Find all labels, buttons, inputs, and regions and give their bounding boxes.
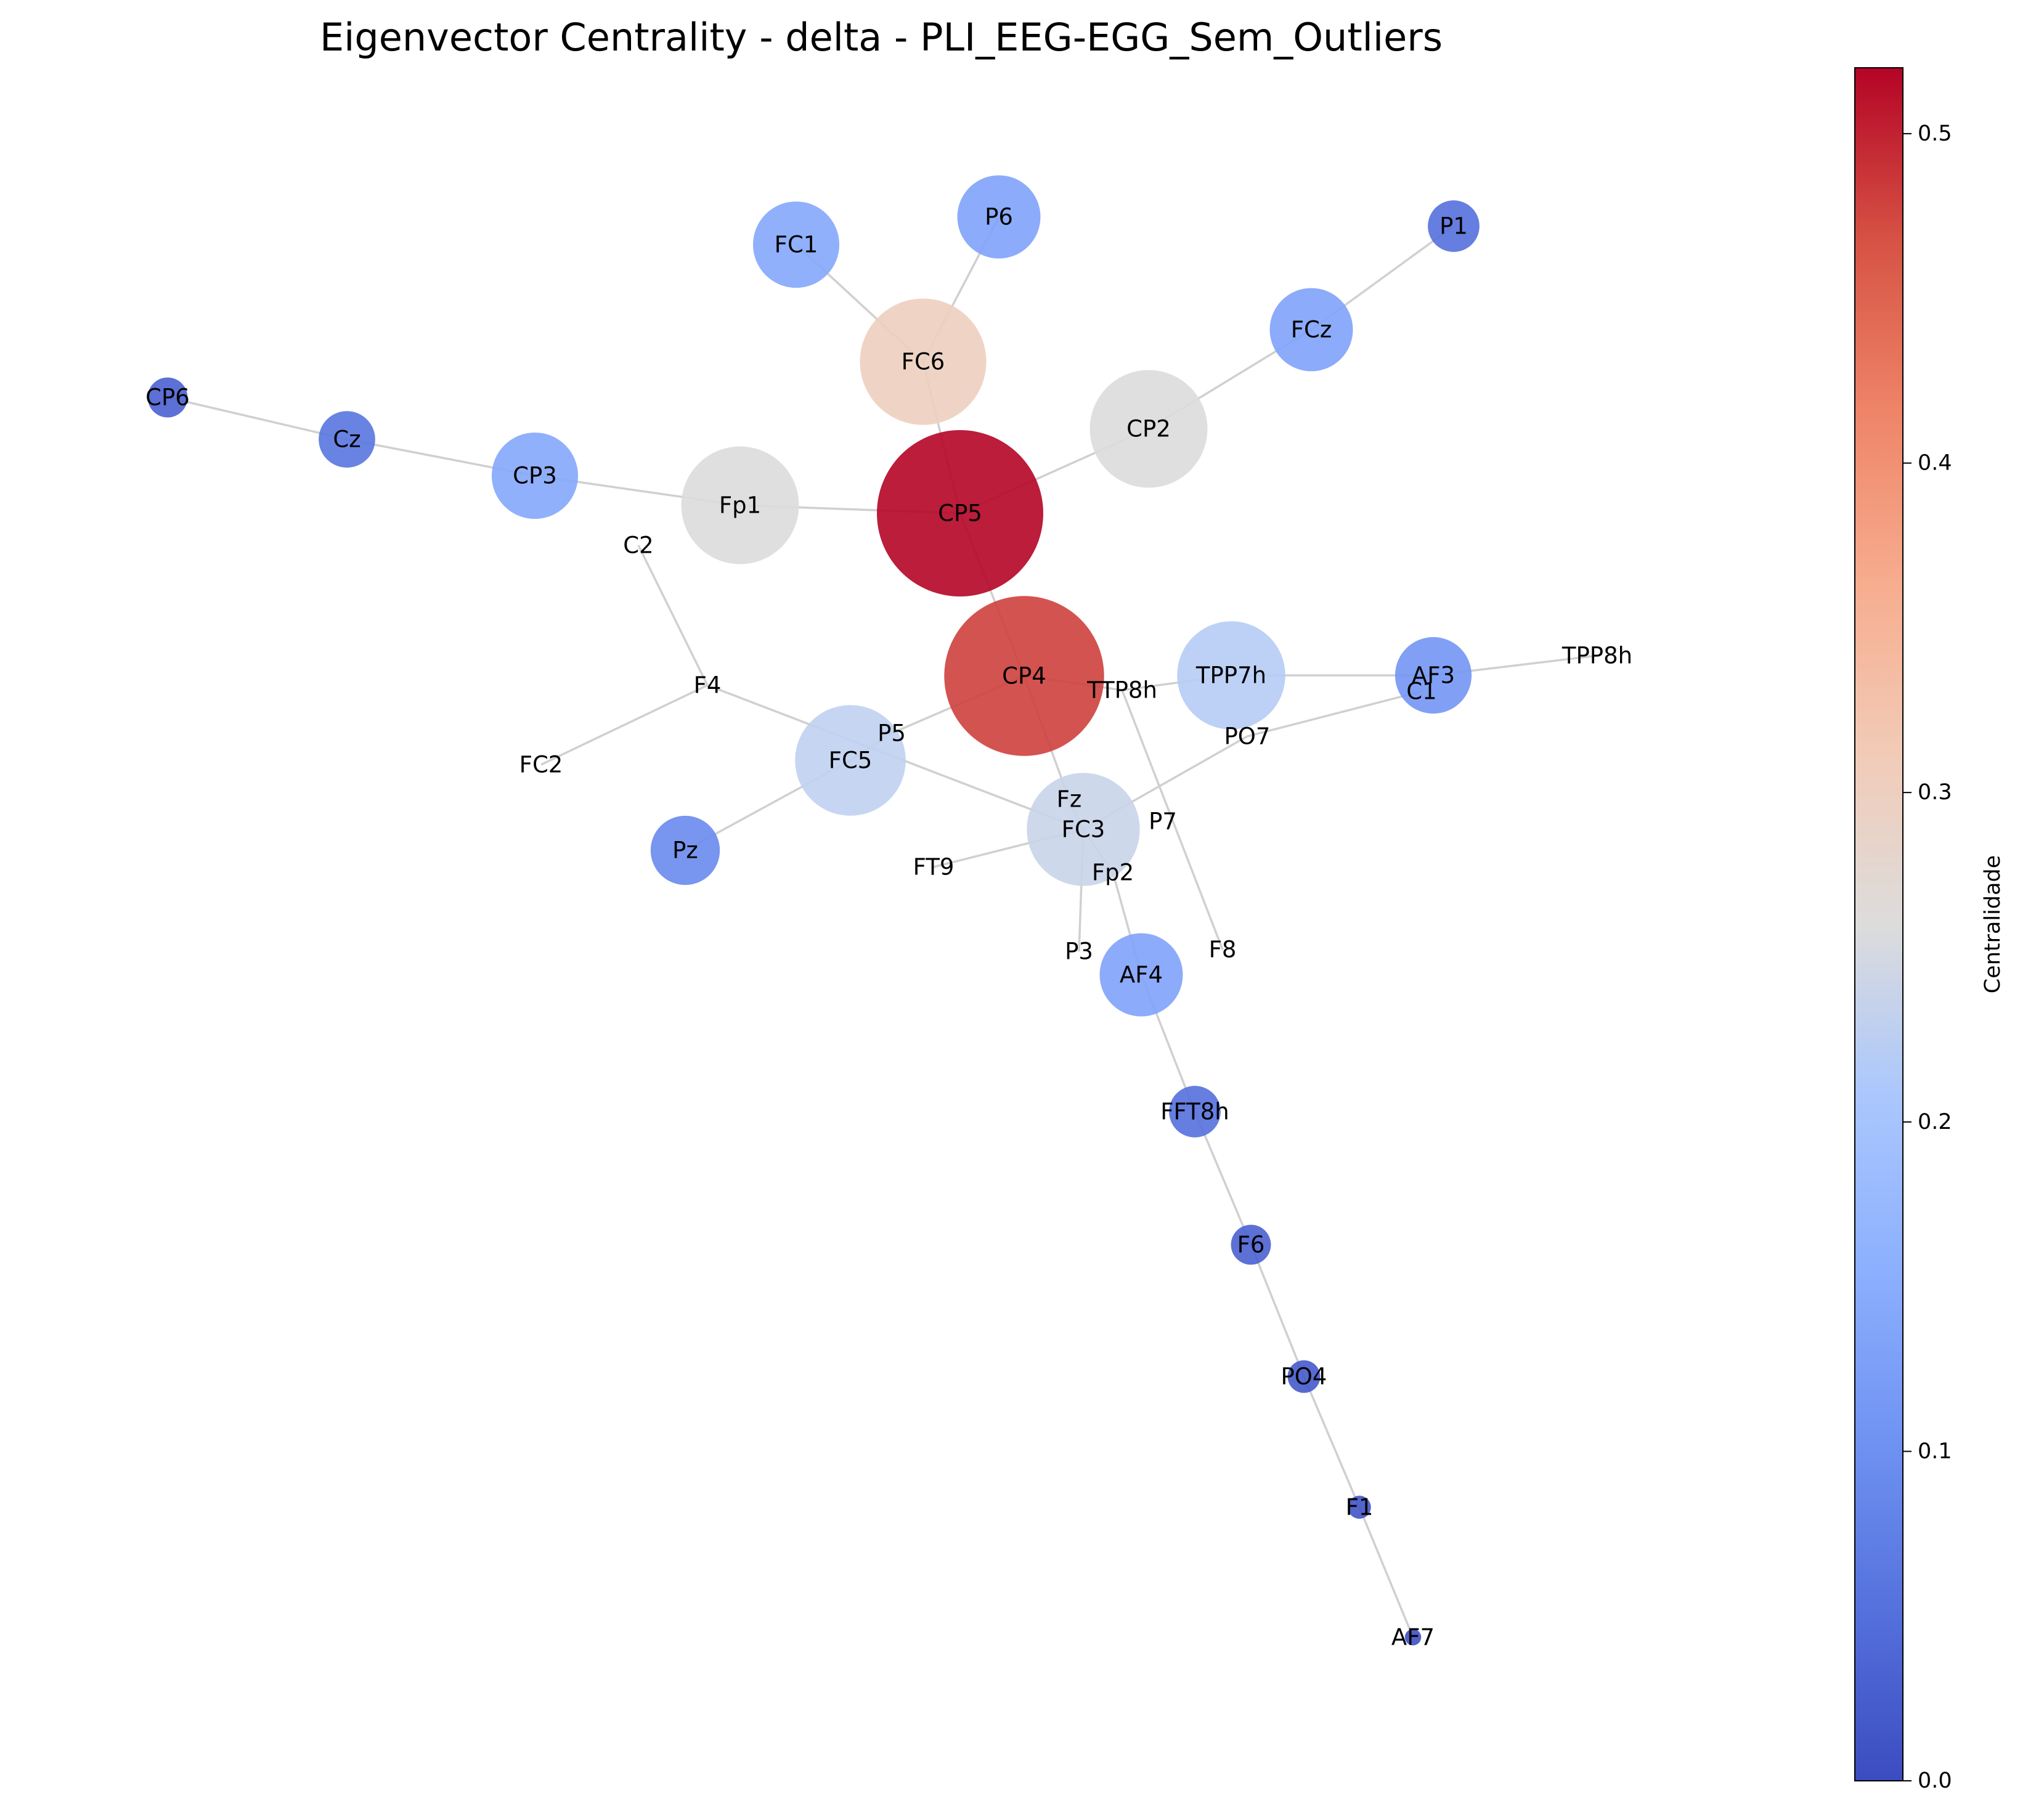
colorbar-tick-label: 0.1 xyxy=(1918,1439,1952,1463)
node-label-F8: F8 xyxy=(1209,937,1237,963)
node-FFT8h xyxy=(1169,1086,1221,1137)
node-label-C2: C2 xyxy=(623,532,653,559)
edge-CP6-Cz xyxy=(167,396,348,441)
node-AF4 xyxy=(1099,933,1183,1017)
node-FC3 xyxy=(1027,773,1140,886)
node-CP2 xyxy=(1089,370,1208,488)
node-label-Fp1: Fp1 xyxy=(719,492,761,519)
node-label-F6: F6 xyxy=(1237,1232,1265,1258)
node-label-CP4: CP4 xyxy=(1002,663,1046,690)
node-label-PO7: PO7 xyxy=(1224,723,1271,750)
node-P6 xyxy=(957,175,1041,259)
colorbar-tick-label: 0.5 xyxy=(1918,121,1952,146)
edge-PO4-F1 xyxy=(1303,1376,1361,1508)
node-label-TPP7h: TPP7h xyxy=(1195,662,1266,689)
node-label-F4: F4 xyxy=(694,672,722,699)
node-label-FT9: FT9 xyxy=(913,854,955,881)
node-label-FC5: FC5 xyxy=(829,747,873,774)
node-TPP7h xyxy=(1177,621,1285,730)
node-label-P6: P6 xyxy=(985,204,1013,230)
colorbar-tick-label: 0.2 xyxy=(1918,1110,1952,1134)
node-label-FC1: FC1 xyxy=(775,232,818,258)
node-PO4 xyxy=(1287,1360,1321,1393)
node-P1 xyxy=(1428,200,1480,252)
node-CP4 xyxy=(944,596,1104,756)
node-F6 xyxy=(1231,1224,1271,1265)
node-Cz xyxy=(319,411,375,468)
node-Pz xyxy=(650,815,720,885)
colorbar-tick-label: 0.3 xyxy=(1918,780,1952,805)
node-label-AF4: AF4 xyxy=(1120,962,1163,988)
node-AF7 xyxy=(1404,1629,1422,1646)
node-FCz xyxy=(1269,288,1353,372)
node-FC6 xyxy=(860,298,987,425)
node-CP5 xyxy=(877,430,1043,596)
node-label-P1: P1 xyxy=(1439,213,1468,240)
colorbar-ticks: 0.0 0.1 0.2 0.3 0.4 0.5 xyxy=(1903,121,1952,1793)
node-label-FC6: FC6 xyxy=(902,349,945,375)
node-label-P7: P7 xyxy=(1149,808,1177,835)
edge-C2-F4 xyxy=(637,545,709,686)
edge-F6-PO4 xyxy=(1250,1244,1305,1377)
node-label-TPP8h: TPP8h xyxy=(1562,643,1632,669)
node-label-CP3: CP3 xyxy=(513,463,557,489)
node-label-Cz: Cz xyxy=(333,426,360,453)
edge-F1-AF7 xyxy=(1358,1507,1414,1638)
node-label-P3: P3 xyxy=(1065,938,1093,965)
node-label-AF3: AF3 xyxy=(1412,662,1455,689)
node-Fp1 xyxy=(681,446,799,564)
node-AF3 xyxy=(1395,637,1472,714)
node-label-Pz: Pz xyxy=(672,837,698,864)
node-label-PO4: PO4 xyxy=(1281,1364,1327,1390)
node-label-P5: P5 xyxy=(877,720,906,747)
node-label-TTP8h: TTP8h xyxy=(1086,677,1157,704)
node-label-CP2: CP2 xyxy=(1126,416,1171,442)
colorbar-tick-label: 0.4 xyxy=(1918,451,1952,476)
node-label-F1: F1 xyxy=(1346,1494,1374,1521)
node-FC5 xyxy=(795,705,906,816)
label-layer: CP5 CP4 FC6 CP2 Fp1 FC3 FC5 TPP7h FC1 P6 FCz CP3 AF4… xyxy=(145,204,1632,1651)
colorbar: 0.0 0.1 0.2 0.3 0.4 0.5 Centralidade xyxy=(1854,67,2005,1793)
node-label-C1: C1 xyxy=(1406,678,1436,705)
edge-layer xyxy=(167,216,1598,1638)
node-label-FCz: FCz xyxy=(1291,317,1332,343)
edge-C1-PO7 xyxy=(1247,690,1422,738)
node-label-CP6: CP6 xyxy=(145,385,190,411)
node-layer xyxy=(147,175,1480,1646)
colorbar-gradient xyxy=(1854,67,1904,1781)
edge-F4-FC2 xyxy=(540,684,708,766)
chart-title: Eigenvector Centrality - delta - PLI_EEG… xyxy=(320,15,1443,60)
node-label-FFT8h: FFT8h xyxy=(1160,1099,1229,1125)
node-FC1 xyxy=(752,201,840,288)
colorbar-label: Centralidade xyxy=(1981,855,2005,994)
colorbar-tick-label: 0.0 xyxy=(1918,1768,1952,1793)
node-label-Fz: Fz xyxy=(1057,786,1082,813)
node-F1 xyxy=(1348,1496,1371,1519)
node-CP6 xyxy=(147,377,188,418)
node-label-CP5: CP5 xyxy=(938,500,982,527)
node-CP3 xyxy=(491,432,579,519)
node-label-FC3: FC3 xyxy=(1062,816,1105,843)
node-label-Fp2: Fp2 xyxy=(1092,860,1134,886)
node-label-AF7: AF7 xyxy=(1391,1624,1435,1651)
edge-TTP8h-F8 xyxy=(1121,690,1224,950)
node-label-FC2: FC2 xyxy=(519,752,563,778)
